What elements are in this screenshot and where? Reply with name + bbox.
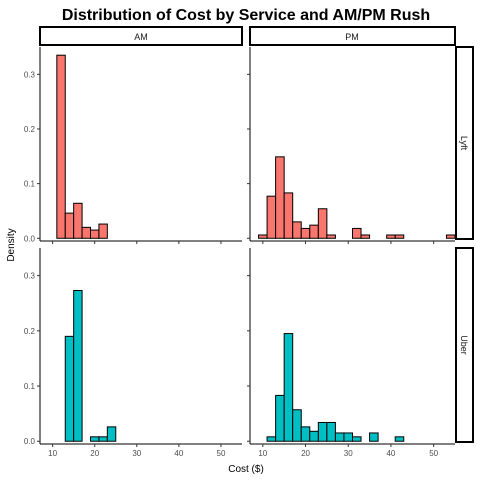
strip-am-box bbox=[39, 26, 243, 46]
histogram-bar bbox=[360, 234, 371, 239]
panel-uber-pm: 10 20 30 40 50 bbox=[247, 248, 455, 458]
histogram-bar bbox=[326, 234, 336, 239]
histogram-bar bbox=[81, 226, 92, 239]
histogram-bar bbox=[394, 436, 405, 442]
histogram-bar bbox=[317, 421, 328, 442]
panel-lyft-pm bbox=[247, 47, 456, 244]
histogram-bar bbox=[266, 436, 277, 442]
x-axis-title: Cost ($) bbox=[228, 464, 264, 475]
histogram-bar bbox=[394, 234, 405, 239]
strip-label-am: AM bbox=[134, 32, 148, 42]
histogram-bar bbox=[56, 54, 66, 239]
y-tick-label: 0.2 bbox=[24, 327, 36, 336]
histogram-bar bbox=[266, 195, 277, 239]
x-tick-label: 50 bbox=[217, 449, 226, 458]
histogram-bar bbox=[64, 335, 75, 442]
histogram-bar bbox=[90, 436, 100, 442]
histogram-bar bbox=[292, 409, 302, 442]
y-axis-title: Density bbox=[6, 228, 17, 261]
strip-pm-box bbox=[249, 26, 456, 46]
strip-label-uber: Uber bbox=[459, 335, 469, 355]
histogram-bar bbox=[90, 229, 100, 239]
histogram-bar bbox=[98, 223, 108, 239]
histogram-bar bbox=[292, 221, 302, 239]
panel-uber-am: 0.0 0.1 0.2 0.3 10 20 30 40 50 bbox=[24, 248, 242, 458]
y-tick-label: 0.3 bbox=[24, 272, 36, 281]
histogram-bar bbox=[275, 156, 285, 239]
histogram-bar bbox=[283, 333, 294, 442]
y-tick-label: 0.0 bbox=[24, 437, 36, 446]
histogram-bar bbox=[386, 234, 396, 239]
x-tick-label: 40 bbox=[386, 449, 395, 458]
histogram-bar bbox=[73, 202, 83, 239]
histogram-bar bbox=[343, 432, 353, 442]
histogram-bar bbox=[98, 436, 108, 442]
x-tick-label: 50 bbox=[429, 449, 438, 458]
x-tick-label: 30 bbox=[132, 449, 141, 458]
strip-uber-box bbox=[455, 247, 474, 443]
histogram-bar bbox=[309, 430, 319, 442]
histogram-bar bbox=[369, 432, 379, 442]
histogram-bar bbox=[64, 212, 75, 239]
strip-label-lyft: Lyft bbox=[459, 136, 469, 151]
histogram-bar bbox=[334, 432, 345, 442]
panel-lyft-am: 0.0 0.1 0.2 0.3 bbox=[24, 47, 242, 244]
y-tick-label: 0.2 bbox=[24, 125, 36, 134]
histogram-bar bbox=[352, 227, 362, 239]
x-tick-label: 30 bbox=[344, 449, 353, 458]
histogram-bar bbox=[300, 426, 311, 442]
chart-title: Distribution of Cost by Service and AM/P… bbox=[62, 7, 430, 24]
histogram-bar bbox=[258, 234, 268, 239]
strip-lyft-box bbox=[455, 46, 474, 240]
histogram-bar bbox=[317, 208, 328, 239]
histogram-bar bbox=[445, 234, 456, 239]
histogram-bar bbox=[326, 421, 336, 442]
histogram-bar bbox=[275, 394, 285, 442]
histogram-bar bbox=[309, 224, 319, 239]
strip-label-pm: PM bbox=[345, 32, 359, 42]
y-tick-label: 0.3 bbox=[24, 70, 36, 79]
histogram-bar bbox=[73, 290, 83, 442]
histogram-bar bbox=[352, 436, 362, 442]
histogram-bar bbox=[300, 227, 311, 239]
y-tick-label: 0.0 bbox=[24, 234, 36, 243]
histogram-bar bbox=[283, 192, 294, 239]
y-tick-label: 0.1 bbox=[24, 382, 36, 391]
x-tick-label: 40 bbox=[174, 449, 183, 458]
panels-layer: 0.0 0.1 0.2 0.3 0.0 0.1 0.2 0.3 10 20 30 40 50 10 20 30… bbox=[24, 47, 456, 458]
x-tick-label: 10 bbox=[48, 449, 57, 458]
y-tick-label: 0.1 bbox=[24, 180, 36, 189]
x-tick-label: 20 bbox=[301, 449, 310, 458]
x-tick-label: 20 bbox=[90, 449, 99, 458]
histogram-bar bbox=[106, 426, 117, 442]
x-tick-label: 10 bbox=[258, 449, 267, 458]
